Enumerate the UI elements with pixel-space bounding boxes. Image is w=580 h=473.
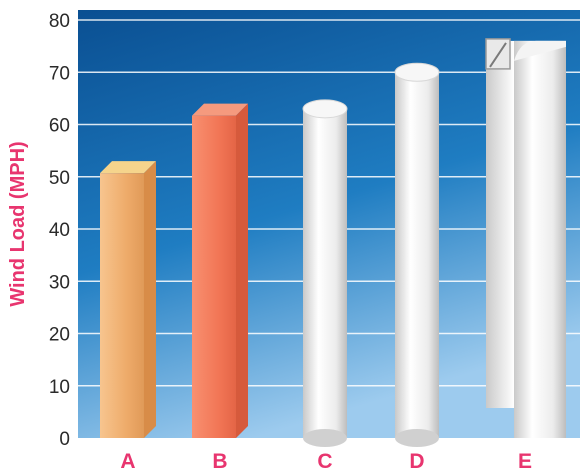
y-tick-label: 50	[49, 168, 70, 189]
bar-b	[192, 103, 248, 438]
y-tick-label: 60	[49, 116, 70, 137]
x-tick-label: A	[120, 450, 135, 473]
x-tick-label: E	[518, 450, 532, 473]
bar-c	[302, 99, 348, 447]
x-tick-label: B	[212, 450, 227, 473]
y-tick-label: 40	[49, 220, 70, 241]
bar-e	[485, 38, 566, 439]
y-axis-ticks: 0 10 20 30 40 50 60 70 80	[49, 11, 70, 450]
y-axis-label: Wind Load (MPH)	[7, 141, 29, 306]
y-tick-label: 20	[49, 325, 70, 346]
bar-d	[394, 62, 440, 447]
bars	[100, 38, 566, 447]
y-tick-label: 80	[49, 11, 70, 32]
bar-a	[100, 161, 156, 438]
y-tick-label: 10	[49, 377, 70, 398]
y-tick-label: 30	[49, 272, 70, 293]
y-tick-label: 70	[49, 63, 70, 84]
y-tick-label: 0	[59, 429, 70, 450]
x-axis-labels: A B C D E	[120, 450, 532, 473]
x-tick-label: D	[409, 450, 424, 473]
x-tick-label: C	[317, 450, 332, 473]
